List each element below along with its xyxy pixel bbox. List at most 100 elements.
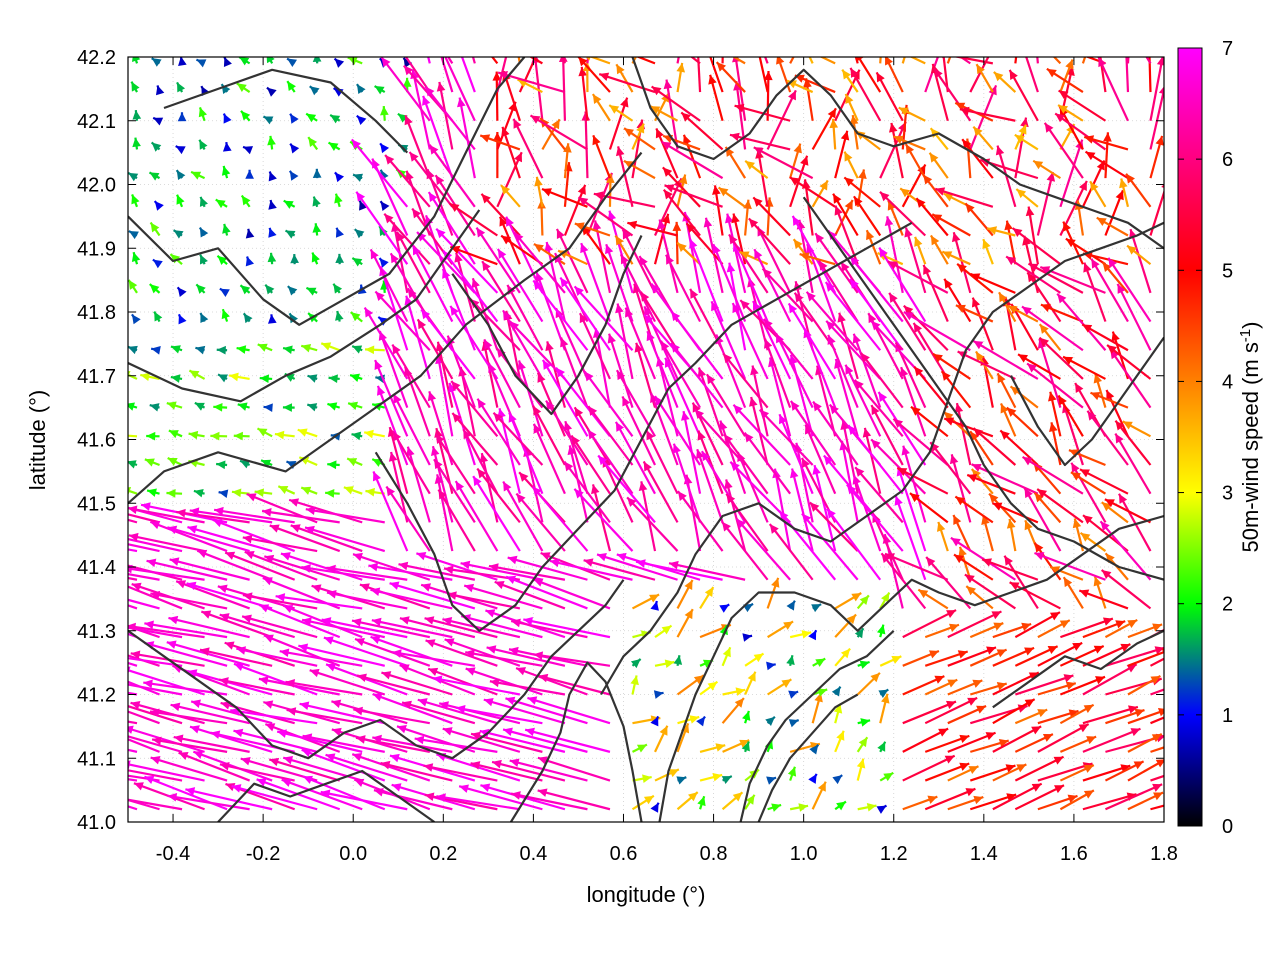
wind-vector-head (1121, 22, 1130, 31)
wind-vector-head (105, 728, 115, 736)
wind-vector-head (497, 38, 507, 46)
wind-vector-head (110, 579, 120, 587)
wind-vector (744, 2, 767, 64)
wind-vector-head (990, 38, 998, 48)
y-tick-label: 42.2 (77, 47, 116, 69)
wind-vector-head (1028, 0, 1037, 4)
y-axis-label: latitude (°) (25, 390, 50, 491)
wind-vector (55, 769, 137, 781)
colorbar-tick-label: 7 (1222, 38, 1233, 60)
wind-vector-head (412, 0, 420, 9)
y-tick-label: 41.7 (77, 366, 116, 388)
wind-vector (51, 536, 137, 551)
x-tick-label: 1.2 (880, 843, 908, 865)
colorbar-label: 50m-wind speed (m s-1) (1237, 322, 1263, 553)
wind-vector-head (653, 26, 663, 35)
colorbar-tick-label: 5 (1222, 260, 1233, 282)
wind-vector-head (55, 766, 65, 775)
colorbar-tick-label: 6 (1222, 149, 1233, 171)
wind-vector-head (467, 25, 476, 35)
wind-vector-head (428, 18, 436, 28)
wind-vector (117, 435, 137, 436)
y-tick-label: 41.1 (77, 748, 116, 770)
wind-vector (723, 12, 724, 64)
x-tick-label: 1.8 (1150, 843, 1178, 865)
wind-vector-head (544, 1, 552, 11)
wind-vector-head (390, 34, 399, 44)
y-tick-label: 41.3 (77, 621, 116, 643)
wind-vector (57, 784, 137, 809)
wind-vector-head (507, 26, 515, 36)
wind-vector-head (56, 608, 66, 616)
x-tick-label: 1.4 (970, 843, 998, 865)
wind-vector-head (684, 0, 693, 6)
wind-vector-head (938, 34, 947, 43)
wind-vector (1032, 0, 1038, 63)
wind-vector (1114, 4, 1150, 64)
wind-vector-head (56, 639, 66, 647)
wind-vector-head (755, 45, 763, 55)
wind-vector-head (610, 45, 620, 53)
wind-vector-head (719, 12, 728, 21)
colorbar-tick-label: 0 (1222, 816, 1233, 838)
wind-vector-head (77, 584, 87, 592)
y-tick-label: 41.4 (77, 557, 116, 579)
x-axis-label: longitude (°) (587, 882, 706, 907)
wind-vector-head (1114, 4, 1122, 14)
wind-vector-head (105, 793, 115, 802)
wind-vector (1149, 43, 1150, 92)
y-tick-label: 41.8 (77, 302, 116, 324)
wind-vector (844, 15, 858, 63)
wind-vector-head (743, 2, 751, 12)
colorbar-tick-label: 1 (1222, 705, 1233, 727)
wind-vector-head (57, 782, 67, 790)
wind-vector (545, 1, 565, 64)
wind-vector (412, 0, 453, 63)
y-tick-label: 42.0 (77, 175, 116, 197)
wind-vector (409, 0, 430, 63)
colorbar-tick-label: 3 (1222, 483, 1233, 505)
wind-vector-head (59, 581, 69, 589)
wind-vector-head (453, 0, 461, 3)
wind-vector-head (54, 677, 64, 686)
wind-vector-head (942, 25, 950, 35)
wind-vector-head (65, 501, 75, 509)
wind-vector-head (62, 708, 72, 717)
wind-vector (59, 582, 137, 608)
colorbar-tick-label: 2 (1222, 594, 1233, 616)
wind-vector-head (1035, 37, 1044, 47)
wind-vector (1015, 15, 1021, 64)
wind-vector-head (801, 38, 809, 48)
wind-vector-head (444, 10, 452, 20)
wind-vector-head (1088, 29, 1096, 39)
wind-vector-head (842, 15, 850, 25)
wind-vector-head (877, 31, 886, 40)
wind-vector (1128, 0, 1133, 63)
x-tick-label: 0.2 (429, 843, 457, 865)
wind-vector (587, 0, 592, 63)
wind-vector-head (693, 33, 702, 42)
x-tick-label: 1.6 (1060, 843, 1088, 865)
wind-vector-head (1145, 43, 1154, 52)
y-tick-label: 42.1 (77, 111, 116, 133)
wind-vector-head (117, 431, 126, 440)
wind-vector-head (715, 46, 725, 54)
wind-vector-head (1094, 35, 1103, 45)
wind-vector-head (800, 29, 808, 39)
x-tick-label: 0.8 (700, 843, 728, 865)
wind-vector (62, 710, 137, 723)
y-tick-label: 41.9 (77, 238, 116, 260)
wind-vector-head (85, 722, 95, 730)
x-tick-label: -0.2 (246, 843, 280, 865)
x-tick-label: 0.4 (519, 843, 547, 865)
wind-vector-head (953, 28, 961, 38)
wind-vector-head (51, 533, 61, 542)
wind-vector-head (905, 34, 913, 44)
wind-vector (678, 0, 690, 63)
x-tick-label: 0.0 (339, 843, 367, 865)
wind-vector-head (912, 24, 922, 33)
x-tick-label: 0.6 (610, 843, 638, 865)
wind-vector-head (1060, 46, 1070, 54)
